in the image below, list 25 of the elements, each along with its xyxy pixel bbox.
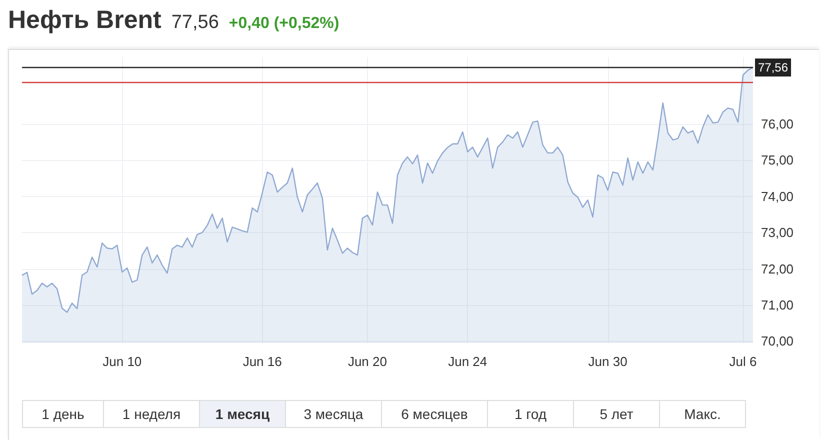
chart-title: Нефть Brent xyxy=(8,6,162,35)
y-tick-label: 73,00 xyxy=(761,225,794,240)
x-tick-label: Jun 16 xyxy=(242,354,282,369)
text: 1 день xyxy=(23,401,104,427)
y-tick-label: 76,00 xyxy=(761,116,794,132)
ref-line-label: 77,56 xyxy=(758,60,788,74)
y-tick-label: 70,00 xyxy=(761,334,794,349)
x-tick-label: Jun 20 xyxy=(348,354,387,369)
y-tick-label: 71,00 xyxy=(761,297,794,312)
text: 6 месяцев xyxy=(382,401,488,427)
text: 1 месяц xyxy=(200,401,286,427)
x-tick-label: Jun 30 xyxy=(588,354,628,369)
text: +0,40 (+0,52%) xyxy=(228,15,340,33)
text: 1 год xyxy=(488,401,574,427)
x-tick-label: Jun 24 xyxy=(448,354,488,369)
text: 5 лет xyxy=(574,401,660,427)
text: 1 неделя xyxy=(104,401,200,427)
text: 3 месяца xyxy=(286,401,382,427)
y-tick-label: 74,00 xyxy=(761,188,794,204)
y-tick-label: 72,00 xyxy=(761,261,794,276)
y-tick-label: 75,00 xyxy=(761,152,794,168)
text: 77,56 xyxy=(171,12,219,34)
text: Макс. xyxy=(683,405,722,424)
x-tick-label: Jun 10 xyxy=(102,354,142,369)
x-tick-label: Jul 6 xyxy=(729,354,757,369)
